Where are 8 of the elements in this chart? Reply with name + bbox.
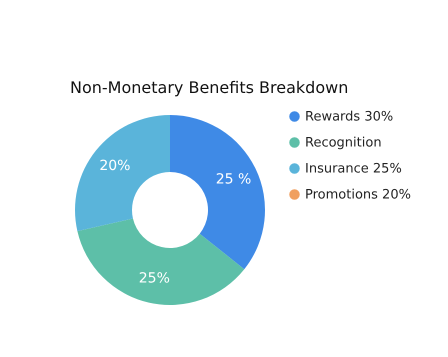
data-label: 25 % xyxy=(216,171,252,188)
chart-title: Non-Monetary Benefits Breakdown xyxy=(70,78,348,97)
legend-label: Promotions 20% xyxy=(305,188,411,202)
data-label: 25% xyxy=(138,270,170,287)
legend-label: Insurance 25% xyxy=(305,162,402,176)
data-label: 20% xyxy=(99,158,130,174)
legend-label: Recognition xyxy=(305,136,382,150)
legend-label: Rewards 30% xyxy=(305,110,394,124)
